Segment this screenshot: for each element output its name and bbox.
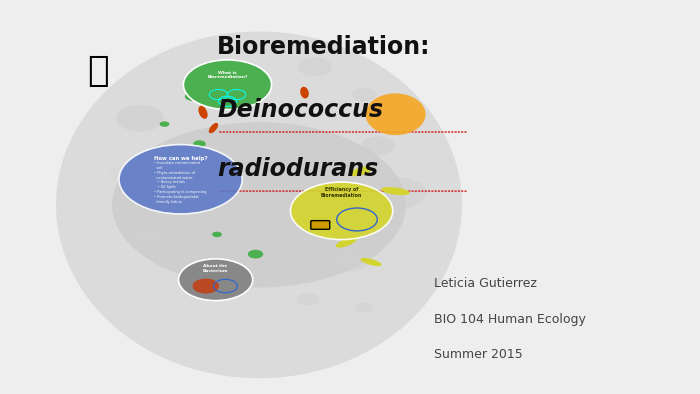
Ellipse shape [198, 106, 208, 119]
Text: Efficiency of
Bioremediation: Efficiency of Bioremediation [321, 187, 363, 198]
Ellipse shape [336, 237, 357, 248]
Text: Summer 2015: Summer 2015 [434, 348, 523, 361]
Text: About the
Bacterium: About the Bacterium [203, 264, 228, 273]
Circle shape [183, 60, 272, 110]
Text: • Inoculate contaminated
  soil
• Phyto-remediation of
  contaminated water:
   : • Inoculate contaminated soil • Phyto-re… [155, 161, 206, 204]
Circle shape [109, 168, 129, 179]
Text: What is
Bioremediation?: What is Bioremediation? [207, 71, 248, 79]
Circle shape [193, 140, 206, 147]
Text: radiodurans: radiodurans [217, 158, 378, 181]
Circle shape [193, 279, 219, 294]
Circle shape [297, 293, 319, 306]
Text: Leticia Gutierrez: Leticia Gutierrez [434, 277, 537, 290]
Circle shape [290, 182, 393, 240]
Circle shape [119, 145, 242, 214]
Circle shape [330, 249, 370, 271]
Circle shape [162, 146, 188, 161]
Circle shape [372, 178, 426, 208]
Circle shape [355, 302, 373, 312]
Text: 🔬: 🔬 [88, 54, 108, 88]
Ellipse shape [209, 123, 218, 133]
Ellipse shape [349, 167, 372, 176]
FancyBboxPatch shape [311, 221, 330, 229]
Ellipse shape [365, 93, 426, 135]
Text: Deinococcus: Deinococcus [217, 98, 383, 122]
Circle shape [277, 125, 297, 136]
Circle shape [134, 229, 160, 244]
Circle shape [361, 136, 395, 155]
Circle shape [298, 58, 332, 76]
Circle shape [212, 232, 222, 237]
Circle shape [352, 88, 376, 101]
Ellipse shape [56, 32, 462, 378]
Ellipse shape [360, 258, 382, 266]
Ellipse shape [382, 187, 409, 195]
Circle shape [185, 92, 200, 101]
Circle shape [178, 259, 253, 301]
Ellipse shape [300, 87, 309, 98]
Text: BIO 104 Human Ecology: BIO 104 Human Ecology [434, 313, 586, 325]
Text: How can we help?: How can we help? [154, 156, 207, 161]
Circle shape [160, 121, 169, 127]
Text: Bioremediation:: Bioremediation: [217, 35, 430, 59]
Circle shape [211, 83, 237, 98]
Circle shape [112, 122, 406, 288]
Circle shape [248, 250, 263, 258]
Circle shape [141, 182, 181, 204]
Circle shape [116, 105, 164, 132]
